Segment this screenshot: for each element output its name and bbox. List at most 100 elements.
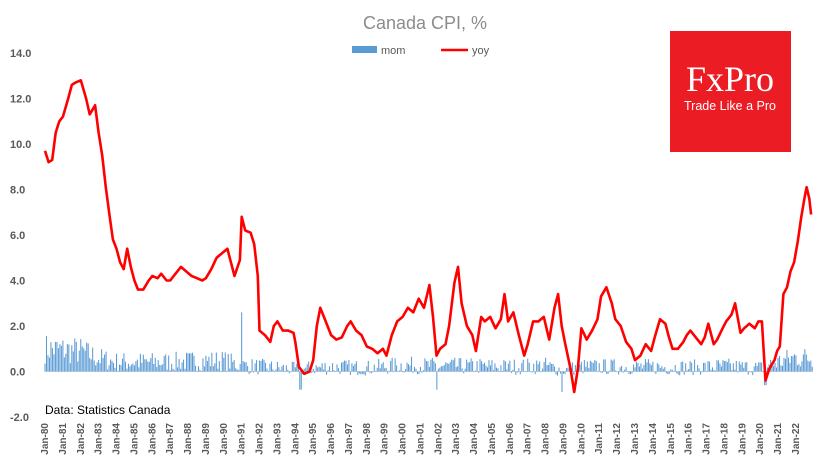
mom-bar [510, 371, 512, 374]
mom-bar [305, 367, 307, 372]
mom-bar [372, 371, 374, 373]
x-tick-label: Jan-16 [684, 423, 695, 455]
mom-bar [811, 366, 813, 372]
mom-bar [615, 370, 617, 372]
mom-bar [445, 362, 447, 372]
mom-bar [470, 358, 472, 372]
x-tick-label: Jan-11 [594, 423, 605, 455]
x-tick-label: Jan-19 [737, 423, 748, 455]
mom-bar [442, 366, 444, 372]
mom-bar [262, 358, 264, 372]
mom-bar [408, 364, 410, 372]
mom-bar [205, 355, 207, 372]
mom-bar [245, 362, 247, 372]
mom-bar [336, 364, 338, 372]
mom-bar [463, 371, 465, 374]
mom-bar [150, 358, 152, 372]
y-axis-ticks: 14.0 12.0 10.0 8.0 6.0 4.0 2.0 0.0 -2.0 [10, 48, 31, 424]
mom-bar [574, 365, 576, 372]
mom-bar [129, 366, 131, 372]
source-note: Data: Statistics Canada [45, 403, 171, 417]
mom-bar [75, 341, 77, 372]
y-tick-label: 14.0 [10, 48, 31, 60]
mom-bar [758, 362, 760, 372]
mom-bar [659, 368, 661, 372]
mom-bar [434, 363, 436, 372]
mom-bar [686, 370, 688, 372]
x-tick-label: Jan-86 [147, 423, 158, 455]
mom-bar [801, 361, 803, 372]
mom-bar [276, 362, 278, 372]
y-tick-label: 6.0 [10, 230, 25, 242]
mom-bar [180, 368, 182, 372]
mom-bar [402, 370, 404, 372]
mom-bar [653, 371, 655, 373]
mom-bar [549, 362, 551, 372]
x-tick-label: Jan-21 [773, 423, 784, 455]
fxpro-logo: FxPro Trade Like a Pro [670, 31, 791, 152]
mom-bar [250, 371, 252, 373]
mom-bar [716, 360, 718, 372]
mom-bar [485, 365, 487, 372]
mom-bar [467, 362, 469, 372]
mom-bar [244, 362, 246, 372]
x-tick-label: Jan-09 [558, 423, 569, 455]
mom-bar [81, 346, 83, 372]
mom-bar [166, 369, 168, 372]
mom-bar [101, 349, 103, 372]
mom-bar [695, 371, 697, 373]
mom-bar [413, 366, 416, 372]
mom-bar [518, 368, 520, 372]
mom-bar [127, 363, 129, 372]
mom-bar [98, 359, 100, 372]
mom-bar [333, 370, 335, 372]
mom-bar [113, 362, 115, 372]
mom-bar [393, 371, 395, 373]
mom-bar [548, 364, 550, 372]
mom-bar [796, 365, 798, 372]
mom-bar [600, 371, 602, 373]
mom-bar [667, 371, 669, 375]
mom-bar [345, 360, 347, 372]
mom-bar [184, 368, 186, 372]
mom-bar [388, 370, 390, 372]
mom-bar [191, 352, 194, 372]
y-tick-label: -2.0 [10, 412, 29, 424]
mom-bar [387, 371, 389, 374]
mom-bar [449, 362, 451, 372]
mom-bar [732, 363, 734, 372]
mom-bar [707, 361, 709, 372]
mom-bar [619, 367, 621, 372]
mom-bar [655, 371, 657, 374]
x-tick-label: Jan-13 [630, 423, 641, 455]
mom-bar [720, 366, 722, 372]
mom-bar [750, 371, 752, 373]
mom-bar [759, 362, 761, 372]
mom-bar [515, 371, 517, 375]
mom-bar [77, 361, 79, 372]
mom-bar [102, 357, 104, 372]
mom-bar [516, 371, 518, 373]
mom-bar [483, 362, 486, 372]
x-tick-label: Jan-95 [308, 423, 319, 455]
mom-bar [588, 368, 590, 372]
mom-bar [634, 367, 636, 372]
mom-bar [118, 364, 121, 372]
mom-bar [50, 342, 52, 372]
mom-bar [494, 363, 496, 372]
mom-bar [275, 369, 277, 372]
mom-bar [165, 354, 167, 372]
mom-bar [476, 361, 478, 372]
x-tick-label: Jan-17 [702, 423, 713, 455]
mom-bar [53, 354, 55, 372]
mom-bar [756, 365, 758, 372]
x-tick-label: Jan-99 [380, 423, 391, 455]
mom-bar [786, 349, 788, 372]
mom-bar [89, 357, 91, 372]
mom-bar [199, 369, 201, 372]
mom-bar [808, 361, 810, 372]
mom-bar [162, 364, 164, 372]
mom-bar [691, 362, 693, 372]
x-tick-label: Jan-83 [94, 423, 105, 455]
mom-bar [503, 360, 505, 372]
